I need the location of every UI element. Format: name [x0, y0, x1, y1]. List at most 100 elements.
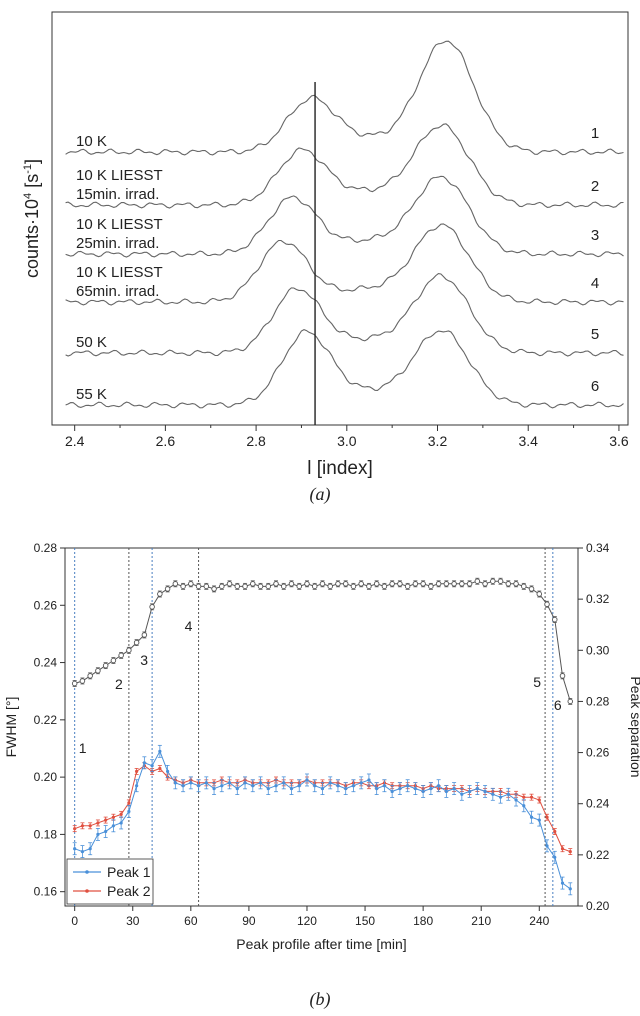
chart-a: 2.4 2.6 2.8 3.0 3.2 3.4 3.6l [index]counts·104… — [22, 11, 629, 505]
x-tick-label: 3.0 — [337, 433, 357, 449]
data-point — [482, 581, 488, 587]
data-point — [553, 855, 557, 859]
data-point — [304, 581, 310, 587]
series-number: 1 — [591, 125, 599, 142]
series-label: 50 K — [76, 334, 107, 351]
series-label: 65min. irrad. — [76, 283, 159, 300]
data-point — [413, 786, 417, 791]
data-point — [421, 789, 425, 794]
data-point — [490, 578, 496, 584]
y-axis-label-part: [s — [22, 174, 42, 193]
y-left-tick-label: 0.18 — [34, 827, 58, 841]
x-tick-label: 2.6 — [156, 433, 176, 449]
x-tick-label: 0 — [71, 914, 78, 928]
plot-frame — [64, 547, 579, 907]
data-point — [127, 801, 131, 805]
y-right-tick-label: 0.34 — [586, 541, 610, 555]
data-point — [568, 887, 572, 891]
data-point — [150, 764, 154, 768]
series-label: 10 K LIESST — [76, 167, 163, 184]
data-point — [251, 784, 255, 788]
data-point — [95, 667, 101, 674]
plot-frame — [51, 11, 629, 426]
x-tick-label: 150 — [355, 914, 375, 928]
data-point — [452, 786, 456, 791]
data-point — [133, 639, 140, 646]
data-point — [73, 827, 77, 831]
data-point — [420, 581, 426, 587]
series-label: 25min. irrad. — [76, 235, 159, 252]
y-left-tick-label: 0.26 — [34, 598, 58, 612]
data-point — [172, 581, 179, 587]
data-point — [529, 815, 534, 819]
data-point — [273, 581, 279, 587]
data-point — [297, 784, 301, 788]
series-label: 10 K LIESST — [76, 264, 163, 281]
data-point — [443, 581, 450, 587]
data-point — [335, 581, 341, 587]
y-axis-label-part: ] — [22, 159, 42, 164]
data-point — [220, 784, 224, 788]
data-point — [373, 581, 380, 587]
data-point — [429, 786, 433, 791]
y-axis-label-part: -1 — [22, 164, 34, 174]
data-point — [328, 781, 332, 785]
data-point — [390, 789, 394, 794]
data-point — [460, 792, 464, 796]
data-point — [474, 578, 481, 584]
x-tick-label: 180 — [413, 914, 433, 928]
data-point — [537, 818, 541, 822]
data-point — [375, 786, 379, 791]
data-point — [359, 781, 363, 785]
y-right-tick-label: 0.28 — [586, 694, 610, 708]
data-point — [537, 798, 541, 802]
data-point — [96, 821, 100, 825]
panel-caption: (b) — [310, 989, 331, 1010]
data-point — [406, 784, 410, 788]
data-point — [288, 581, 295, 587]
data-point — [522, 795, 526, 799]
y-axis-label: counts·104 [s-1] — [22, 159, 42, 278]
data-point — [313, 784, 317, 788]
data-point — [203, 583, 210, 590]
data-point — [157, 591, 163, 597]
data-point — [412, 581, 419, 587]
panel-caption: (a) — [310, 484, 331, 505]
data-point — [342, 581, 349, 587]
data-point — [79, 678, 86, 684]
series-curve — [65, 175, 624, 258]
data-point — [266, 786, 270, 791]
data-point — [483, 789, 487, 794]
data-point — [242, 583, 248, 590]
data-point — [344, 786, 348, 791]
y-left-tick-label: 0.16 — [34, 885, 58, 899]
data-point — [173, 781, 177, 785]
data-point — [522, 804, 526, 808]
data-point — [437, 784, 441, 788]
legend-marker — [85, 870, 89, 874]
data-point — [188, 581, 194, 587]
data-point — [311, 583, 318, 590]
data-point — [212, 786, 216, 791]
series-curve — [65, 123, 624, 209]
data-point — [265, 583, 272, 590]
data-point — [226, 581, 233, 587]
data-point — [497, 578, 504, 584]
x-tick-label: 3.6 — [609, 433, 629, 449]
y-left-tick-label: 0.28 — [34, 541, 58, 555]
series-label: 10 K — [76, 133, 107, 150]
data-point — [250, 581, 256, 587]
y-axis-label-part: 4 — [22, 193, 34, 199]
marker-label: 2 — [115, 676, 123, 692]
data-point — [102, 662, 109, 669]
series-number: 2 — [591, 178, 599, 195]
data-point — [88, 824, 92, 828]
y-left-tick-label: 0.20 — [34, 770, 58, 784]
y-left-tick-label: 0.22 — [34, 713, 58, 727]
x-tick-label: 30 — [126, 914, 140, 928]
data-point — [281, 583, 287, 590]
data-point — [135, 784, 139, 788]
series-curve — [65, 273, 624, 357]
data-point — [142, 761, 146, 765]
data-point — [514, 798, 518, 802]
